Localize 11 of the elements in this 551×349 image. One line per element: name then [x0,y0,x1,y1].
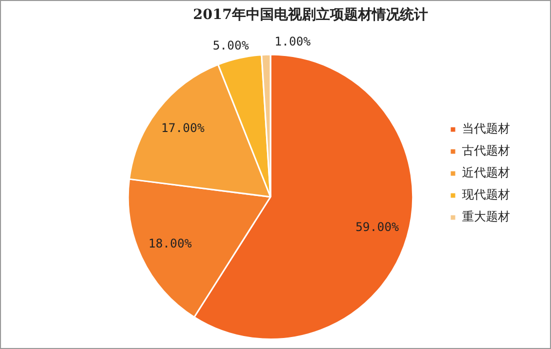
legend-label: 近代题材 [462,166,510,180]
data-label: 5.00% [212,38,250,52]
chart-title: 2017年中国电视剧立项题材情况统计 [193,6,428,24]
legend-label: 重大题材 [462,210,510,224]
legend-label: 当代题材 [462,122,510,136]
data-label: 59.00% [355,220,400,234]
legend-label: 现代题材 [462,188,510,202]
legend-label: 古代题材 [462,144,510,158]
data-label: 1.00% [274,34,312,49]
data-label: 18.00% [148,236,192,250]
data-label: 17.00% [161,120,206,135]
